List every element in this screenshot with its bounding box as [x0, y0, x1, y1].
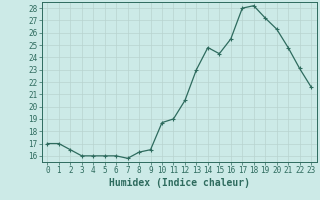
X-axis label: Humidex (Indice chaleur): Humidex (Indice chaleur)	[109, 178, 250, 188]
